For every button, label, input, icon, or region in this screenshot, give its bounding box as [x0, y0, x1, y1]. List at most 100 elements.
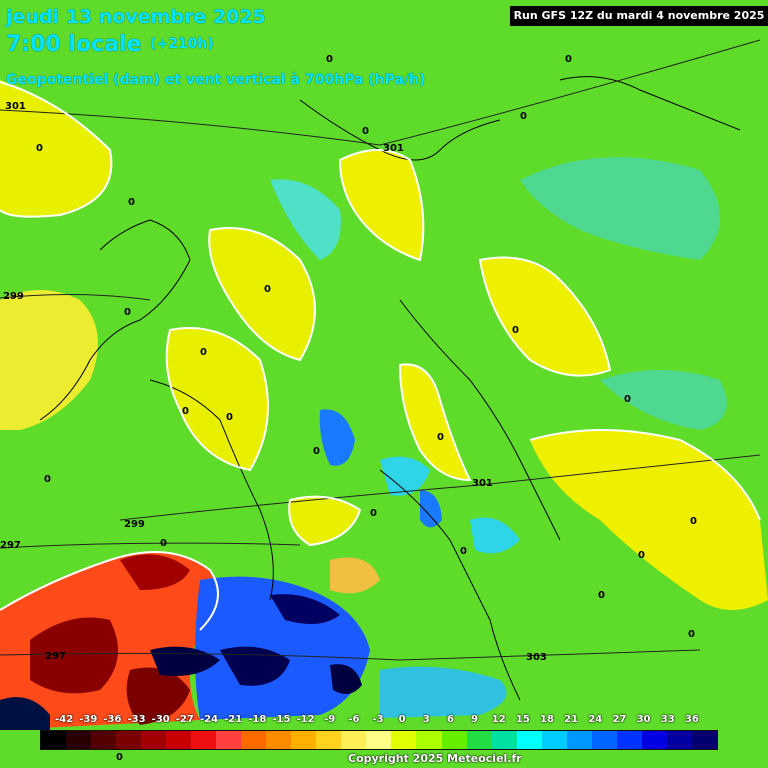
downdraft-zone [470, 517, 520, 554]
contour-label: 0 [598, 590, 605, 601]
downdraft-zone [600, 370, 727, 430]
legend-tick-label: -3 [372, 714, 384, 725]
legend-swatch [216, 731, 242, 749]
legend-tick-label: 30 [636, 714, 651, 725]
updraft-zone [330, 557, 380, 594]
legend-swatch [591, 731, 617, 749]
legend-swatch [541, 731, 567, 749]
contour-label: 0 [362, 126, 369, 137]
legend-tick-label: 3 [422, 714, 430, 725]
legend-tick-label: -9 [324, 714, 336, 725]
legend-tick-label: 0 [398, 714, 406, 725]
contour-label: 297 [45, 651, 66, 662]
legend-tick-label: -24 [199, 714, 219, 725]
legend-swatch [491, 731, 517, 749]
updraft-zone [0, 80, 112, 217]
downdraft-zone [380, 456, 430, 496]
updraft-zone [166, 328, 268, 470]
contour-label: 0 [128, 197, 135, 208]
legend-colorbar [40, 730, 718, 750]
legend-tick-label: 9 [471, 714, 479, 725]
map-description: Geopotentiel (dam) et vent vertical à 70… [6, 72, 426, 88]
downdraft-zone [420, 490, 442, 528]
legend-swatch [666, 731, 692, 749]
legend-swatch [466, 731, 492, 749]
legend-swatch [516, 731, 542, 749]
downdraft-zone [270, 179, 341, 260]
legend-ticks: -42 -39 -36 -33 -30 -27 -24 -21 -18 -15 -12 -9 -6 -3 0… [40, 714, 718, 728]
contour-label: 0 [200, 347, 207, 358]
updraft-zone [340, 150, 424, 260]
legend-swatch [691, 731, 717, 749]
contour-label: 0 [437, 432, 444, 443]
contour-label: 0 [182, 406, 189, 417]
contour-label: 0 [264, 284, 271, 295]
strong-downdraft-zone [0, 697, 50, 730]
contour-label: 0 [160, 538, 167, 549]
updraft-zone [209, 228, 315, 360]
legend-tick-label: 33 [660, 714, 675, 725]
contour-label: 0 [226, 412, 233, 423]
legend-swatch [391, 731, 417, 749]
legend-tick-label: 36 [684, 714, 699, 725]
legend-tick-label: -39 [79, 714, 98, 725]
zero-contours [0, 81, 761, 631]
contour-label: 0 [370, 508, 377, 519]
strong-downdraft-zone [270, 594, 340, 624]
forecast-time: 7:00 locale [6, 32, 142, 57]
legend-swatch [616, 731, 642, 749]
contour-label: 0 [124, 307, 131, 318]
legend-tick-label: 6 [446, 714, 454, 725]
legend-tick-label: 15 [515, 714, 530, 725]
legend-tick-label: -21 [224, 714, 243, 725]
contour-label: 297 [0, 540, 21, 551]
contour-label: 0 [690, 516, 697, 527]
updraft-zone [530, 430, 768, 610]
updraft-zone [400, 364, 470, 480]
contour-label: 0 [520, 111, 527, 122]
legend-swatch [141, 731, 167, 749]
contour-label: 0 [326, 54, 333, 65]
isohypses [0, 39, 761, 661]
contour-label: 0 [624, 394, 631, 405]
downdraft-zone [319, 409, 355, 466]
legend-swatch [291, 731, 317, 749]
contour-label: 301 [383, 143, 404, 154]
legend-tick-label: -27 [175, 714, 194, 725]
contour-label: 303 [526, 652, 547, 663]
updraft-zone [480, 257, 610, 376]
downdraft-zone [520, 157, 720, 260]
contour-label: 0 [116, 752, 123, 763]
contour-label: 299 [124, 519, 145, 530]
legend-tick-label: -36 [103, 714, 122, 725]
contour-label: 0 [638, 550, 645, 561]
legend-swatch [366, 731, 392, 749]
contour-label: 0 [313, 446, 320, 457]
legend-swatch [441, 731, 467, 749]
legend-swatch [341, 731, 367, 749]
legend-swatch [116, 731, 142, 749]
legend-tick-label: -12 [296, 714, 315, 725]
strong-downdraft-zone [330, 664, 362, 694]
forecast-lead: (+210h) [150, 36, 214, 52]
copyright: Copyright 2025 Meteociel.fr [348, 752, 522, 765]
contour-label: 0 [688, 629, 695, 640]
contour-label: 301 [5, 101, 26, 112]
legend-tick-label: 12 [491, 714, 506, 725]
run-info: Run GFS 12Z du mardi 4 novembre 2025 [510, 6, 768, 26]
legend-swatch [91, 731, 117, 749]
legend-tick-label: 27 [612, 714, 627, 725]
legend-swatch [266, 731, 292, 749]
strong-updraft-zone [126, 667, 190, 725]
legend-swatch [316, 731, 342, 749]
contour-label: 0 [44, 474, 51, 485]
legend-tick-label: 21 [564, 714, 579, 725]
strong-downdraft-zone [220, 646, 290, 686]
contour-label: 301 [472, 478, 493, 489]
contour-label: 299 [3, 291, 24, 302]
contour-label: 0 [512, 325, 519, 336]
legend-tick-label: -33 [127, 714, 146, 725]
strong-updraft-zone [30, 617, 118, 694]
